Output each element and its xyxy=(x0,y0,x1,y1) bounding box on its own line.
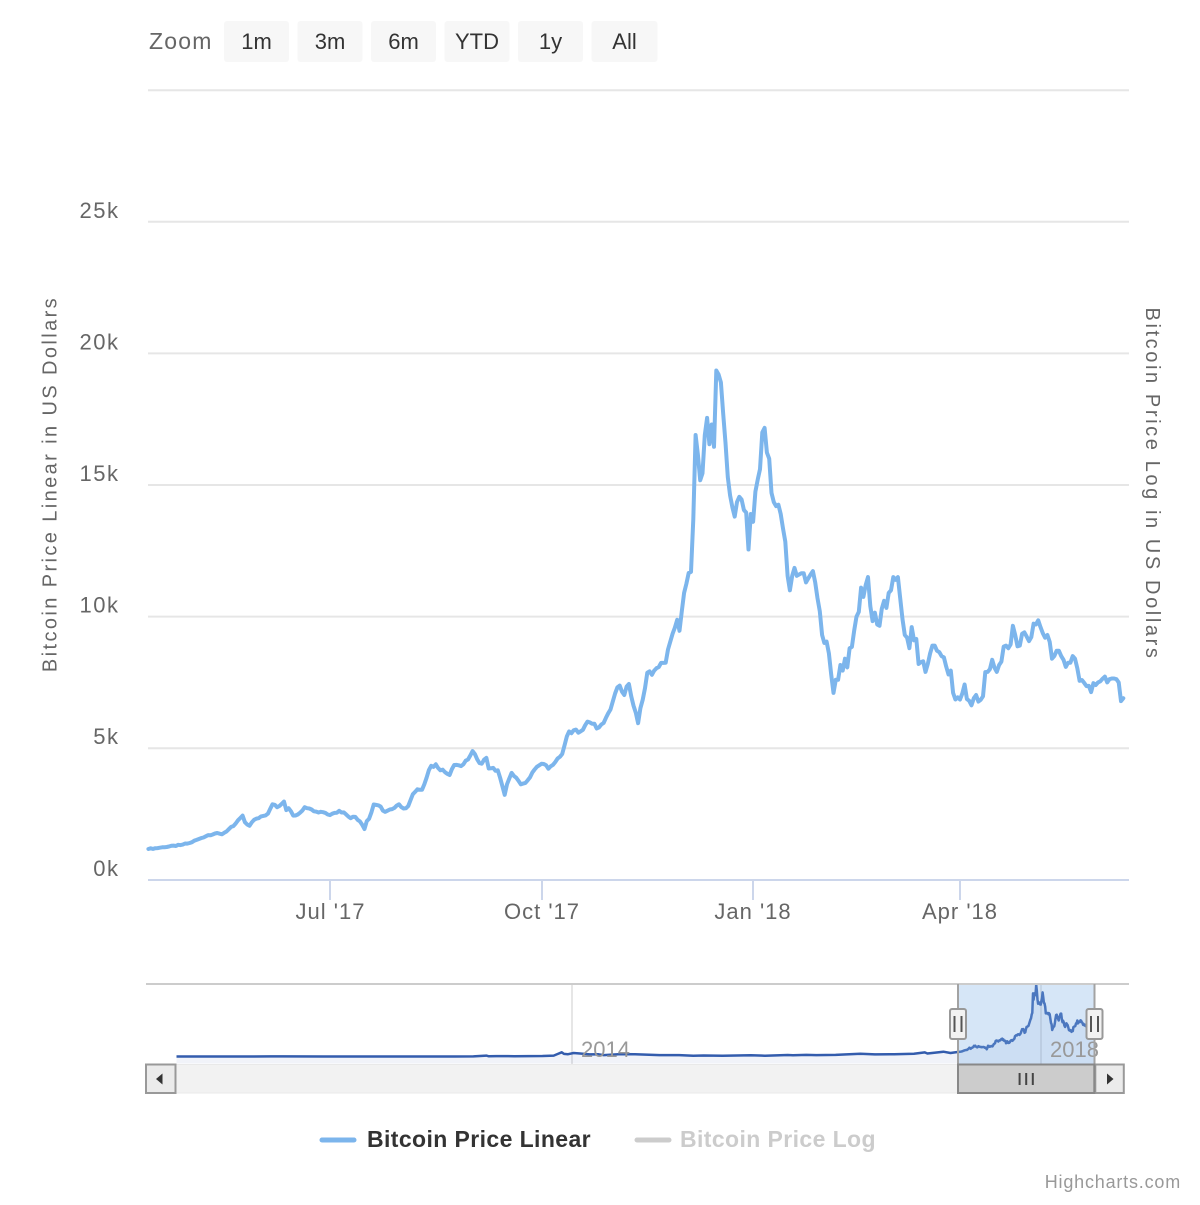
svg-text:2018: 2018 xyxy=(1050,1037,1099,1062)
svg-text:Bitcoin Price Log in US Dollar: Bitcoin Price Log in US Dollars xyxy=(1141,308,1163,661)
svg-text:Oct '17: Oct '17 xyxy=(504,899,580,924)
svg-text:1m: 1m xyxy=(241,29,272,54)
svg-text:20k: 20k xyxy=(80,329,120,354)
svg-text:15k: 15k xyxy=(80,461,120,486)
svg-text:Jan '18: Jan '18 xyxy=(714,899,791,924)
svg-text:0k: 0k xyxy=(93,856,119,881)
svg-text:25k: 25k xyxy=(80,198,120,223)
svg-text:Zoom: Zoom xyxy=(149,28,213,54)
svg-text:Apr '18: Apr '18 xyxy=(922,899,998,924)
svg-text:Bitcoin Price Linear in US Dol: Bitcoin Price Linear in US Dollars xyxy=(40,296,62,672)
svg-text:1y: 1y xyxy=(539,29,562,54)
svg-text:10k: 10k xyxy=(80,593,120,618)
svg-text:3m: 3m xyxy=(315,29,346,54)
svg-text:2014: 2014 xyxy=(581,1037,630,1062)
svg-text:Jul '17: Jul '17 xyxy=(296,899,366,924)
svg-text:Bitcoin Price Linear: Bitcoin Price Linear xyxy=(367,1126,591,1152)
svg-text:5k: 5k xyxy=(93,724,119,749)
svg-text:6m: 6m xyxy=(388,29,419,54)
svg-text:Highcharts.com: Highcharts.com xyxy=(1045,1172,1181,1192)
svg-text:All: All xyxy=(612,29,636,54)
svg-text:Bitcoin Price Log: Bitcoin Price Log xyxy=(680,1126,876,1152)
svg-text:YTD: YTD xyxy=(455,29,499,54)
